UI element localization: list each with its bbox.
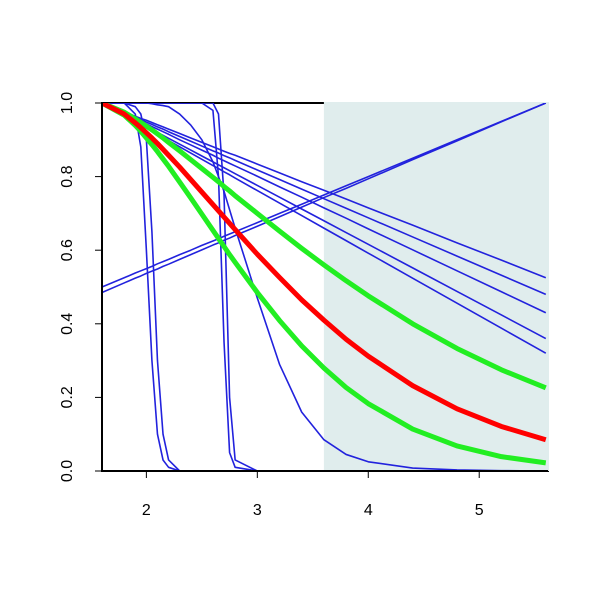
y-tick-label: 0.2: [59, 386, 76, 408]
y-tick-label: 0.8: [59, 165, 76, 187]
x-tick-label: 4: [364, 502, 373, 519]
series-line: [102, 103, 547, 279]
y-tick-label: 1.0: [59, 92, 76, 114]
series-line: [102, 103, 546, 471]
y-tick-label: 0.6: [59, 239, 76, 261]
series-line: [102, 103, 546, 471]
plot-layer: 2 3 4 5 0.0 0.2 0.4 0.6 0.8 1.0: [59, 92, 549, 519]
series-line: [102, 103, 547, 443]
y-tick-label: 0.0: [59, 460, 76, 482]
series-line: [102, 103, 547, 391]
series-line: [102, 103, 547, 296]
series-line: [102, 103, 546, 471]
x-tick-label: 3: [253, 502, 262, 519]
x-tick-label: 5: [475, 502, 484, 519]
series-line: [102, 103, 546, 471]
y-tick-label: 0.4: [59, 313, 76, 335]
series-group: [102, 103, 547, 471]
series-line: [102, 103, 547, 466]
highlight-band: [323, 102, 549, 471]
x-tick-label: 2: [142, 502, 151, 519]
